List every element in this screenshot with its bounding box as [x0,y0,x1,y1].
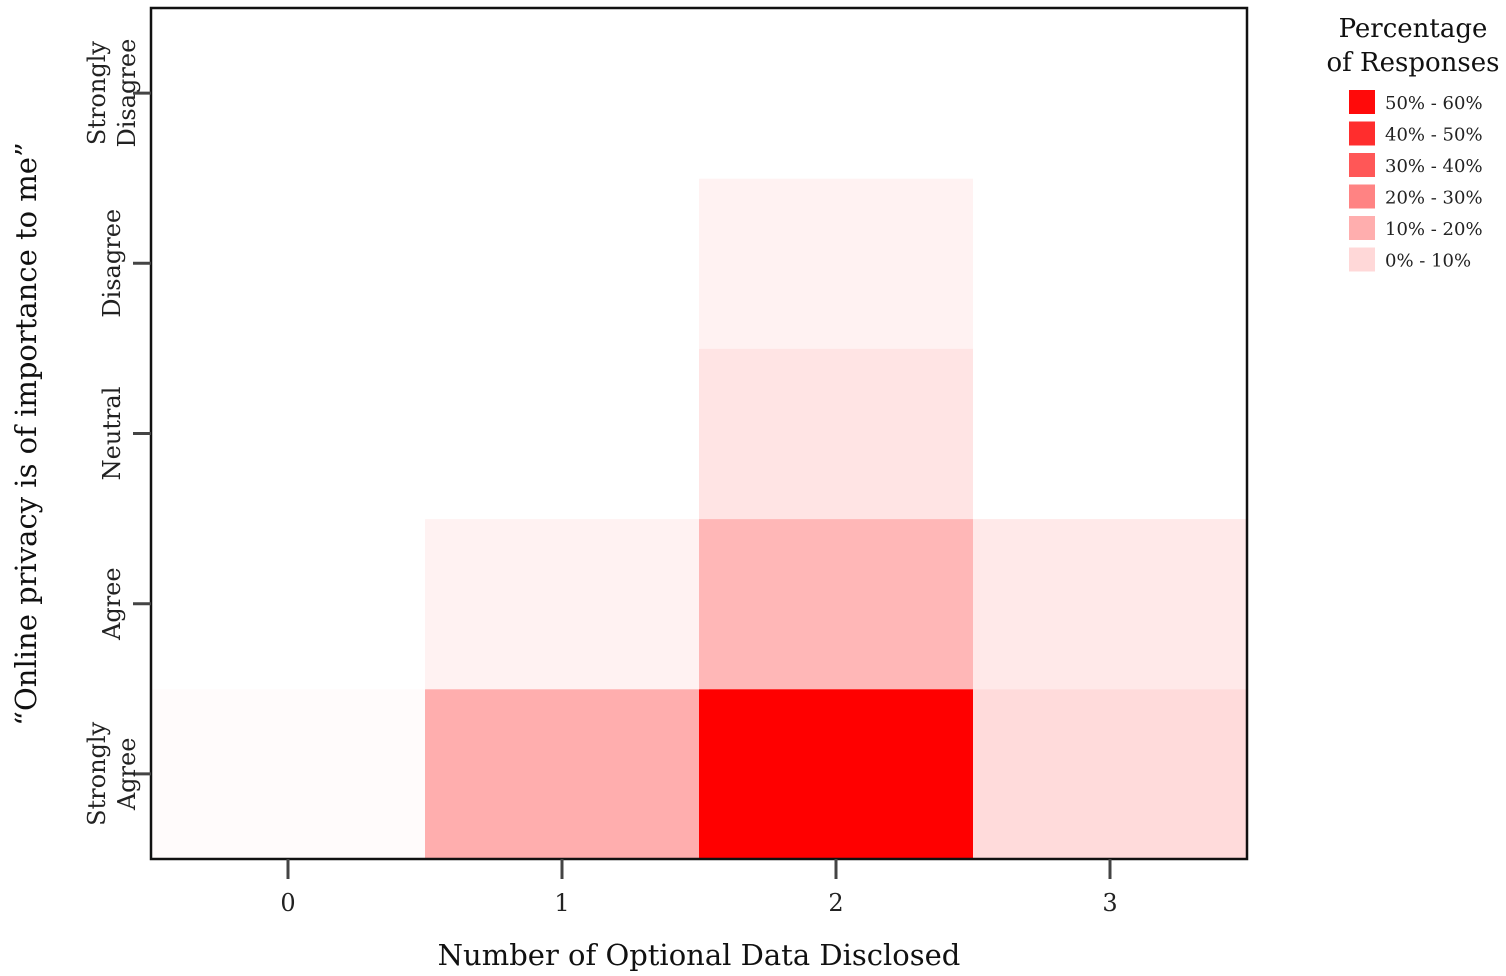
legend: Percentage of Responses 50% - 60% 40% - 50%… [1327,14,1500,272]
x-tick-label: 3 [1102,889,1117,917]
heatmap-cell [151,348,426,520]
heatmap-cell [425,518,700,690]
heatmap-cell [151,688,426,860]
y-tick-label: Disagree [98,209,126,318]
x-tick-label: 1 [554,889,569,917]
y-axis-title: “Online privacy is of importance to me” [9,142,43,726]
heatmap-cell [973,348,1248,520]
legend-swatch [1349,184,1375,209]
legend-swatch [1349,153,1375,177]
legend-label: 50% - 60% [1385,93,1483,114]
legend-swatch [1349,121,1375,146]
x-tick-label: 2 [828,889,843,917]
heatmap-cell [151,518,426,690]
x-axis-title: Number of Optional Data Disclosed [438,938,961,972]
heatmap-cell [151,178,426,349]
legend-title: Percentage [1339,14,1488,44]
y-tick-label: Agree [98,567,126,641]
y-tick-label: Disagree [113,39,141,148]
heatmap-cell [699,348,974,520]
x-axis: 0 1 2 3 [280,859,1118,917]
legend-swatch [1349,216,1375,240]
legend-label: 0% - 10% [1385,251,1471,272]
heatmap-cell [973,688,1248,860]
heatmap-cell [973,518,1248,690]
legend-title: of Responses [1327,48,1500,78]
heatmap-cell [973,178,1248,349]
heatmap-cell [425,8,700,179]
heatmap-cell [425,178,700,349]
heatmap-cell [425,348,700,520]
heatmap-cell [699,8,974,179]
legend-swatch [1349,90,1375,114]
heatmap-cell [699,178,974,349]
legend-label: 10% - 20% [1385,219,1483,240]
heatmap-cell [151,8,426,179]
heatmap-cell [699,688,974,860]
legend-swatch [1349,247,1375,272]
heatmap-cell [973,8,1248,179]
legend-label: 30% - 40% [1385,156,1483,177]
x-tick-label: 0 [280,889,295,917]
heatmap-cell [425,688,700,860]
legend-label: 20% - 30% [1385,188,1483,209]
y-axis: Strongly AgreeAgreeNeutralDisagreeStrongl… [83,39,151,826]
legend-label: 40% - 50% [1385,125,1483,146]
y-tick-label: Strongly [83,721,111,826]
heatmap-cell [699,518,974,690]
y-tick-label: Neutral [98,387,126,481]
y-tick-label: Strongly [83,41,111,146]
y-tick-label: Agree [113,738,141,812]
heatmap-cells [151,8,1248,860]
